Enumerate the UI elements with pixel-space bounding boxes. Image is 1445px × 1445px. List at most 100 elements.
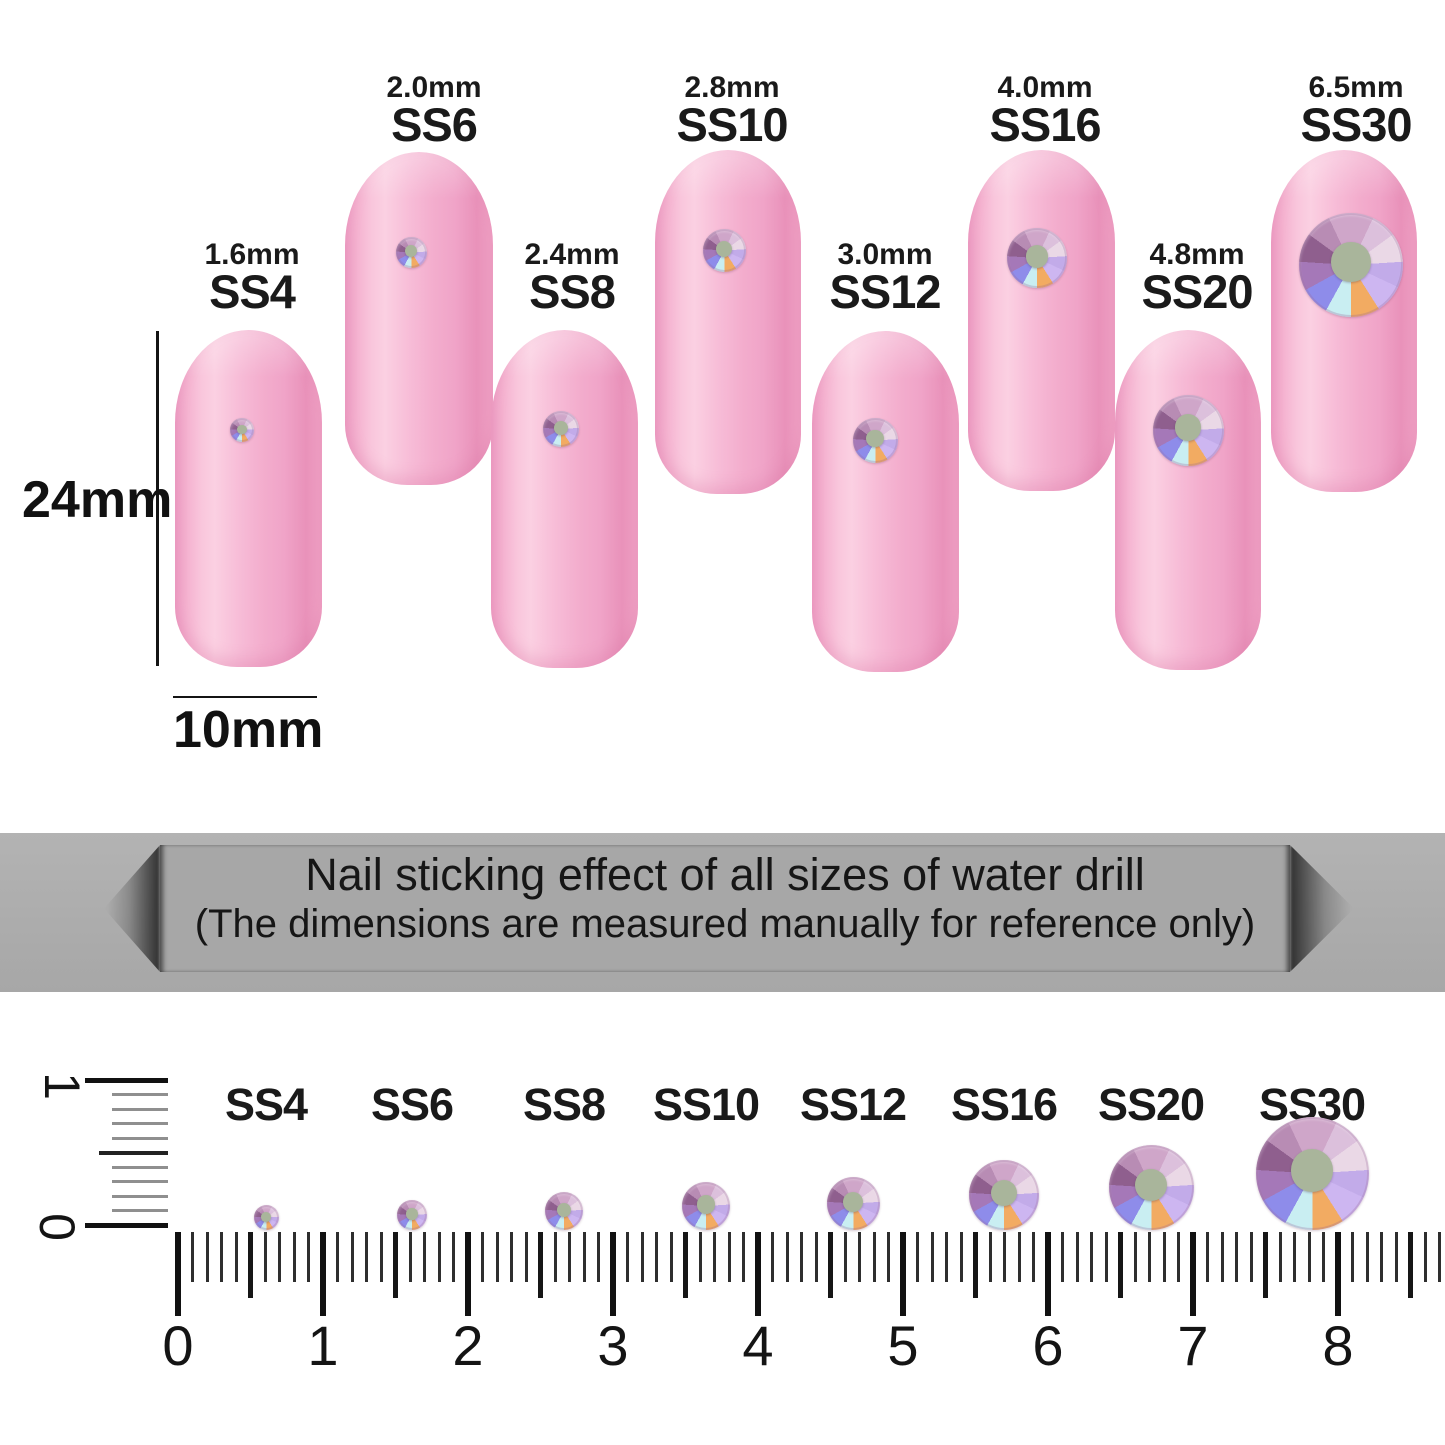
ruler-tick	[1394, 1232, 1398, 1282]
ruler-tick	[858, 1232, 861, 1282]
size-label-ss: SS10	[676, 98, 789, 151]
banner-ribbon	[160, 845, 1290, 972]
ruler-tick	[307, 1232, 310, 1282]
nail-rhinestone	[702, 228, 746, 272]
bottom-size-label: SS16	[950, 1079, 1058, 1130]
nail-tip	[812, 331, 959, 672]
ruler-tick	[1293, 1232, 1296, 1282]
size-label-mm: 2.8mm	[684, 71, 780, 104]
vertical-ruler-tick	[85, 1077, 168, 1083]
ruler-tick	[640, 1232, 644, 1282]
banner-title: Nail sticking effect of all sizes of wat…	[305, 849, 1145, 900]
ruler-tick	[220, 1232, 223, 1282]
ruler-tick	[379, 1232, 383, 1282]
ruler-tick	[742, 1232, 745, 1282]
ruler-tick	[916, 1232, 919, 1282]
ruler-tick	[1148, 1232, 1151, 1282]
nail-tip	[491, 330, 638, 668]
ruler-tick	[1090, 1232, 1093, 1282]
ruler-tick	[393, 1232, 398, 1298]
ruler-tick	[945, 1232, 948, 1282]
vertical-ruler-tick	[112, 1209, 168, 1212]
ruler-tick	[553, 1232, 557, 1282]
ruler-tick	[1322, 1232, 1325, 1282]
bottom-size-label: SS8	[522, 1079, 606, 1130]
ruler-tick	[524, 1232, 528, 1282]
nail-tip	[655, 150, 801, 494]
ruler-tick	[538, 1232, 543, 1298]
ruler-tick	[423, 1232, 426, 1282]
vertical-ruler-tick	[112, 1107, 168, 1111]
bottom-rhinestone	[253, 1205, 279, 1230]
ruler-tick	[1133, 1232, 1137, 1282]
vertical-ruler-tick	[85, 1222, 168, 1228]
ruler-number: 1	[307, 1314, 339, 1377]
nail-tip	[345, 152, 493, 485]
size-label-mm: 4.0mm	[997, 71, 1093, 104]
ruler-tick	[683, 1232, 688, 1298]
ruler-tick	[1003, 1232, 1006, 1282]
ruler-tick	[1032, 1232, 1035, 1282]
ruler-tick	[771, 1232, 774, 1282]
ruler-tick	[1365, 1232, 1369, 1282]
size-label-ss: SS4	[209, 265, 296, 318]
ruler-tick	[1190, 1232, 1196, 1316]
bottom-rhinestone	[826, 1177, 880, 1230]
ruler-tick	[1206, 1232, 1209, 1282]
ruler-tick	[568, 1232, 571, 1282]
ruler-tick	[900, 1232, 906, 1316]
nail-rhinestone	[1299, 213, 1403, 317]
bottom-rhinestone	[1108, 1145, 1194, 1230]
size-label-ss: SS30	[1300, 98, 1413, 151]
size-label-mm: 3.0mm	[837, 238, 933, 271]
ruler-tick	[713, 1232, 716, 1282]
ruler-tick	[828, 1232, 833, 1298]
ruler-number: 8	[1322, 1314, 1354, 1377]
ruler-number: 7	[1177, 1314, 1209, 1377]
ruler-tick	[785, 1232, 789, 1282]
ruler-tick	[1177, 1232, 1180, 1282]
vertical-ruler-tick	[112, 1194, 168, 1198]
ruler-tick	[872, 1232, 876, 1282]
ruler-tick	[278, 1232, 281, 1282]
ruler-tick	[465, 1232, 471, 1316]
bottom-rhinestone	[545, 1192, 583, 1230]
nail-tip	[968, 150, 1115, 491]
ruler-tick	[1380, 1232, 1383, 1282]
size-label-mm: 1.6mm	[204, 238, 300, 271]
ruler-tick	[597, 1232, 600, 1282]
ruler-tick	[988, 1232, 992, 1282]
vertical-ruler-tick	[112, 1136, 168, 1140]
ruler-tick	[1045, 1232, 1051, 1316]
size-label-mm: 2.4mm	[524, 238, 620, 271]
vertical-ruler-tick	[112, 1180, 168, 1183]
bottom-size-label: SS20	[1097, 1079, 1205, 1130]
bottom-size-label: SS12	[799, 1079, 907, 1130]
ruler-number: 0	[162, 1314, 194, 1377]
ruler-number: 3	[597, 1314, 629, 1377]
nail-tip	[1115, 330, 1261, 670]
bottom-rhinestone	[969, 1160, 1039, 1230]
ruler-tick	[452, 1232, 455, 1282]
ruler-tick	[1162, 1232, 1166, 1282]
width-dimension-line	[173, 696, 317, 698]
bottom-size-label: SS6	[370, 1079, 454, 1130]
bottom-size-label: SS10	[652, 1079, 760, 1130]
size-label-ss: SS16	[989, 98, 1102, 151]
ruler-tick	[887, 1232, 890, 1282]
ruler-tick	[1249, 1232, 1253, 1282]
ruler-number: 2	[452, 1314, 484, 1377]
ruler-tick	[610, 1232, 616, 1316]
vertical-ruler-label-0: 0	[29, 1213, 85, 1241]
bottom-size-label: SS4	[224, 1079, 308, 1130]
nail-rhinestone	[852, 417, 898, 463]
ruler-tick	[408, 1232, 412, 1282]
size-label-ss: SS8	[529, 265, 616, 318]
ruler-tick	[248, 1232, 253, 1298]
ruler-tick	[1278, 1232, 1282, 1282]
ruler-tick	[800, 1232, 803, 1282]
ruler-tick	[582, 1232, 586, 1282]
size-label-ss: SS6	[391, 98, 478, 151]
ruler-tick	[959, 1232, 963, 1282]
ruler-tick	[1075, 1232, 1079, 1282]
